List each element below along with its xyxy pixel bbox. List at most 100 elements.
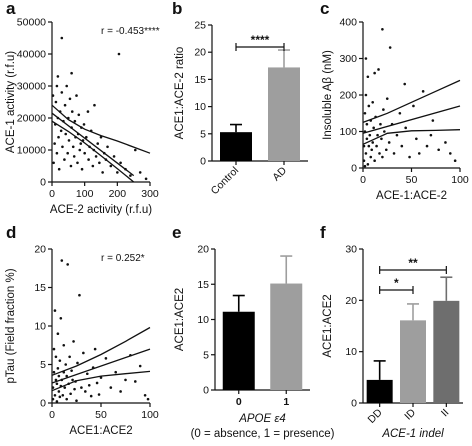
y-tick-label: 10000 (17, 145, 46, 157)
y-tick-label: 10 (345, 346, 357, 358)
bar (400, 320, 426, 403)
data-point (383, 130, 386, 133)
x-tick-label: II (439, 407, 452, 420)
x-tick-label: 0 (49, 188, 55, 200)
data-point (379, 122, 382, 126)
data-point (134, 380, 137, 383)
data-point (66, 263, 69, 266)
ci-upper-line (51, 104, 151, 154)
data-point (60, 259, 64, 262)
y-tick-label: 0 (351, 398, 357, 410)
data-point (63, 386, 67, 389)
data-point (57, 390, 61, 393)
data-point (64, 363, 68, 366)
significance-label: ** (408, 256, 418, 270)
ci-upper-line (362, 79, 461, 124)
data-point (71, 145, 75, 149)
y-tick-label: 50000 (17, 17, 46, 29)
x-tick-label: 100 (141, 409, 159, 421)
panel-letter: f (320, 223, 326, 242)
regression-line (51, 112, 135, 177)
data-point (57, 135, 60, 139)
x-axis-label: ACE-1:ACE-2 (376, 190, 447, 202)
data-point (79, 142, 83, 145)
data-point (119, 161, 122, 165)
data-point (54, 378, 58, 382)
y-tick-label: 20000 (17, 113, 46, 125)
y-tick-label: 30 (345, 244, 357, 256)
ci-lower-line (51, 370, 151, 392)
y-tick-label: 25 (194, 20, 206, 32)
panel-letter: d (6, 223, 16, 242)
y-tick-label: 400 (339, 17, 357, 29)
data-point (444, 141, 447, 144)
bar (268, 67, 300, 161)
data-point (370, 148, 374, 152)
data-point (57, 374, 61, 378)
data-point (408, 155, 411, 159)
data-point (67, 139, 71, 142)
data-point (363, 164, 367, 168)
y-tick-label: 5 (40, 359, 46, 371)
data-point (68, 97, 72, 101)
data-point (109, 164, 113, 168)
data-point (55, 382, 59, 386)
data-point (138, 364, 142, 368)
data-point (55, 151, 59, 155)
data-point (404, 126, 407, 130)
x-tick-label: 0 (236, 396, 242, 408)
bar (366, 379, 393, 403)
data-point (403, 82, 407, 86)
data-point (116, 171, 119, 174)
data-point (51, 386, 55, 389)
data-point (371, 141, 375, 144)
data-point (72, 155, 76, 158)
data-point (87, 383, 91, 387)
data-point (98, 161, 101, 165)
data-point (73, 387, 76, 391)
y-tick-label: 5 (203, 349, 209, 361)
data-point (124, 378, 127, 382)
data-point (376, 133, 379, 137)
data-point (368, 133, 372, 137)
data-point (381, 28, 384, 31)
data-point (97, 393, 101, 396)
data-point (429, 133, 433, 137)
data-point (56, 332, 60, 336)
data-point (388, 46, 392, 49)
data-point (60, 91, 64, 94)
data-point (70, 110, 74, 113)
panel-letter: a (6, 0, 16, 18)
data-point (392, 152, 396, 155)
data-point (364, 57, 368, 60)
data-point (119, 390, 122, 393)
panel-d: d 0 50 100 ACE1:ACE2 0 5 10 15 20 pTau (Field frac… (5, 223, 159, 437)
data-point (382, 108, 385, 111)
data-point (93, 103, 96, 107)
data-point (371, 101, 375, 104)
data-point (99, 376, 103, 379)
data-point (77, 113, 81, 117)
data-point (99, 135, 103, 139)
significance-label: **** (251, 33, 270, 47)
bar (222, 311, 255, 390)
data-point (387, 141, 391, 144)
data-point (57, 167, 61, 171)
panel-a: a 0 100 200 300 ACE-2 activity (r.f.u) 0 10000 2… (5, 0, 160, 216)
data-point (366, 75, 370, 79)
significance-label: * (394, 276, 399, 290)
x-tick-label: 50 (95, 409, 107, 421)
data-point (95, 381, 99, 385)
data-point (87, 158, 90, 161)
data-point (384, 148, 388, 152)
data-point (58, 359, 62, 362)
y-tick-label: 15 (194, 74, 206, 86)
regression-line (362, 105, 461, 134)
y-tick-label: 300 (339, 53, 357, 65)
data-point (453, 159, 457, 162)
y-tick-label: 0 (40, 398, 46, 410)
data-point (86, 110, 90, 113)
data-point (364, 93, 368, 97)
data-point (101, 171, 104, 174)
